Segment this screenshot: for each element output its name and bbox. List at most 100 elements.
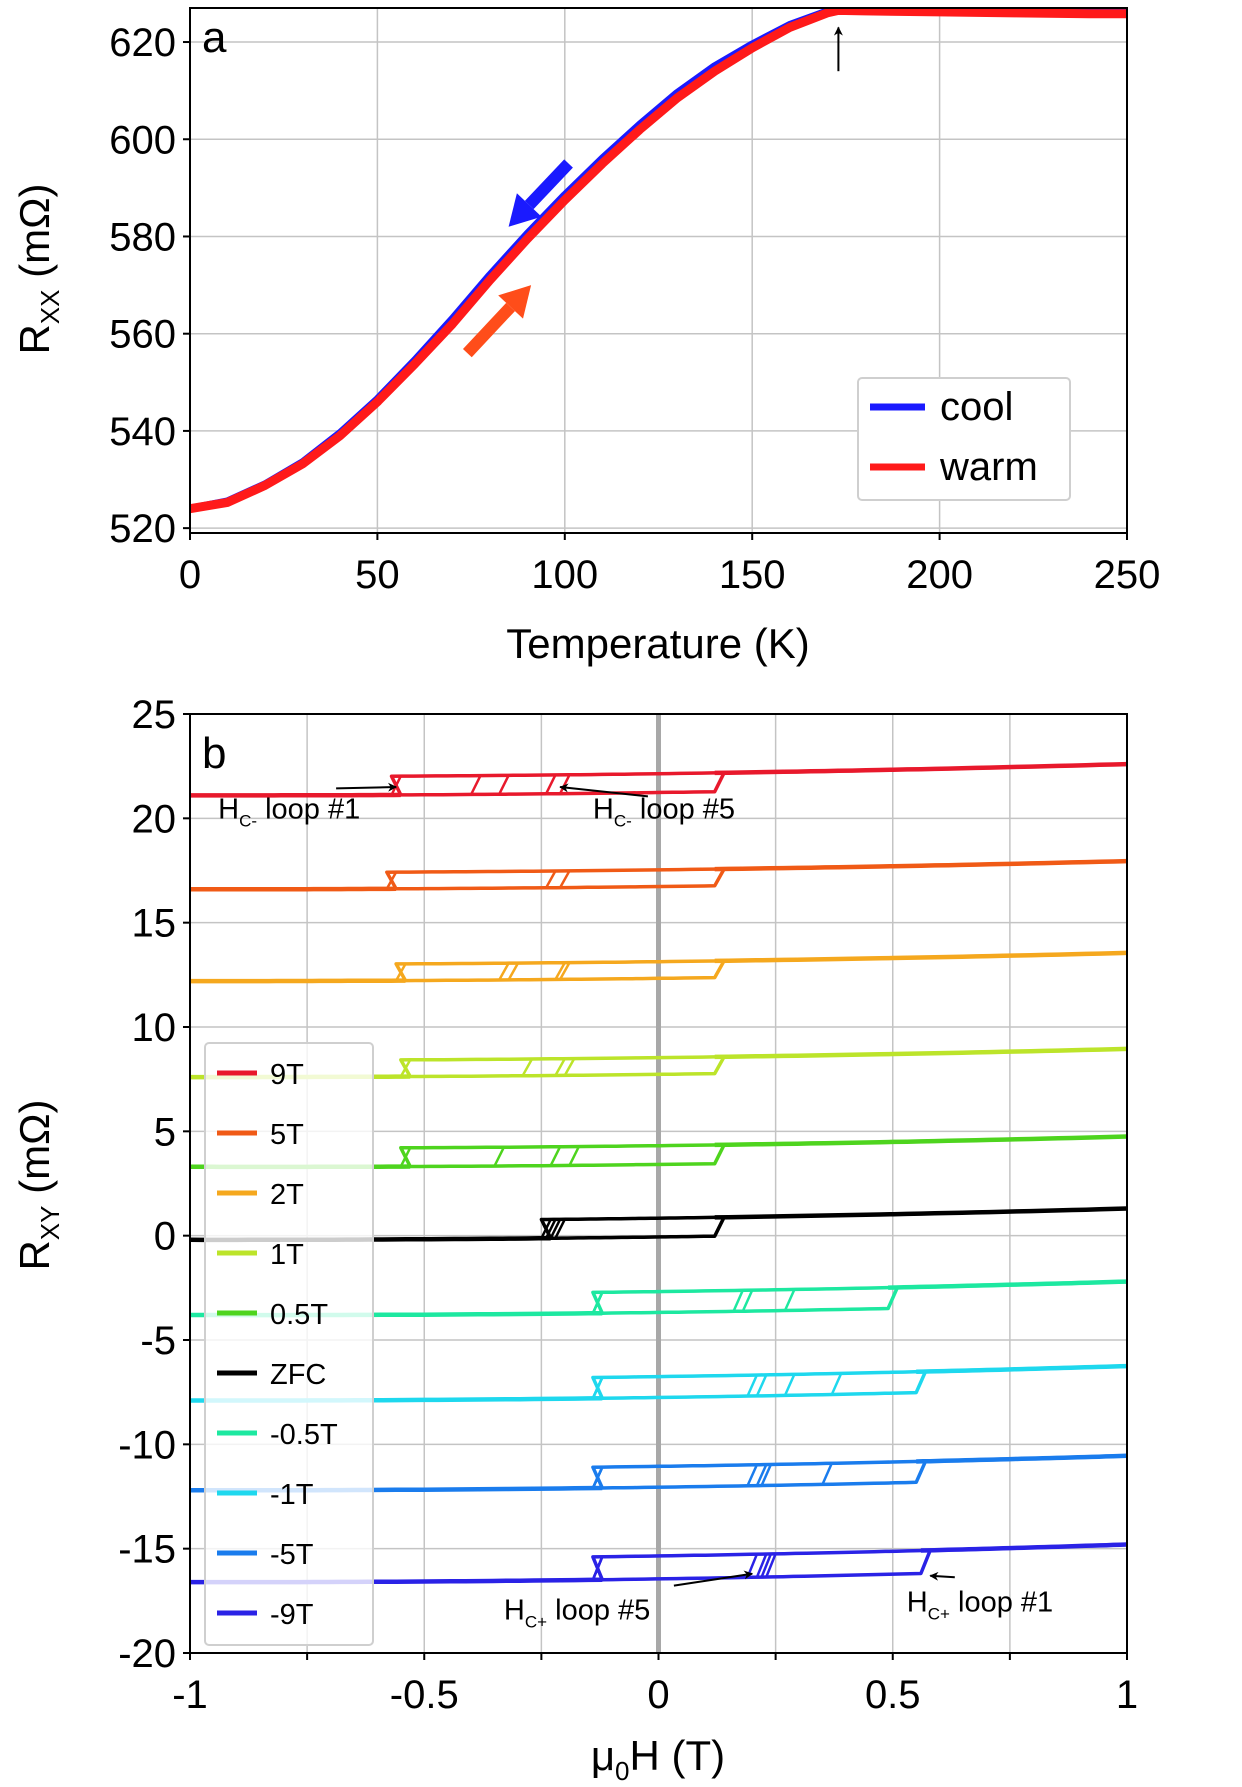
panel-b-series-2T [190, 950, 1127, 984]
panel-b-series--5T [190, 1453, 1127, 1493]
panel-b-annotation-rest: loop #1 [257, 793, 360, 825]
panel-b-legend-label--1T: -1T [270, 1479, 314, 1511]
panel-b-x-tick-label: 1 [1116, 1673, 1138, 1717]
panel-b-curve-tail [714, 950, 1127, 964]
panel-b-series--0.5T [190, 1279, 1127, 1318]
panel-b-y-axis-label: RXY (mΩ) [11, 1099, 65, 1270]
panel-b-annotation-sub: C- [614, 811, 632, 830]
panel-b-y-tick-label: 25 [132, 693, 177, 737]
panel-b-x-axis-label-rest: H (T) [630, 1732, 726, 1779]
panel-b-y-tick-label: 20 [132, 797, 177, 841]
panel-b-series-5T [190, 858, 1127, 892]
panel-a-y-tick-label: 580 [109, 215, 176, 259]
panel-b-y-tick-label: -20 [118, 1632, 176, 1676]
panel-b-legend: 9T 5T 2T 1T 0.5T ZFC -0.5T -1T -5T -9T [204, 1042, 374, 1646]
panel-b-curve-tail [916, 1363, 1127, 1375]
panel-b-annotation-rest: loop #5 [547, 1595, 650, 1627]
panel-b-y-axis-label-unit: (mΩ) [11, 1099, 58, 1205]
panel-b-x-tick-label: -0.5 [390, 1673, 459, 1717]
panel-a-x-tick-label: 150 [719, 553, 786, 597]
panel-b-label: b [202, 729, 226, 778]
panel-b-annotation-main: H [907, 1586, 928, 1618]
panel-a-arrow-shaft-1 [462, 302, 515, 358]
panel-a-arrow-head-0 [508, 193, 542, 227]
panel-a-y-tick-label: 540 [109, 410, 176, 454]
panel-a-arrow-head-1 [498, 285, 532, 319]
panel-b-annotations: HC- loop #1 HC- loop #5HC+ loop #5 HC+ loo… [218, 782, 1053, 1632]
panel-b-outer-loop [591, 1548, 932, 1582]
panel-a-x-tick-label: 250 [1094, 553, 1161, 597]
panel-a-x-tick-label: 100 [531, 553, 598, 597]
panel-a-series-warm [190, 8, 1127, 514]
panel-b-legend-label-1T: 1T [270, 1239, 304, 1271]
panel-a-legend-label-cool: cool [940, 385, 1013, 429]
panel-b-outer-loop [591, 1459, 928, 1490]
panel-b-x-axis-label-main: μ [591, 1732, 615, 1779]
panel-b-annotation-rest: loop #1 [950, 1586, 1053, 1618]
panel-b-y-tick-label: 5 [154, 1110, 176, 1154]
panel-b: HC- loop #1 HC- loop #5HC+ loop #5 HC+ loo… [11, 693, 1138, 1786]
panel-a-x-axis-label: Temperature (K) [506, 620, 809, 667]
panel-b-curve-tail [916, 1453, 1127, 1464]
panel-b-x-tick-label: -1 [172, 1673, 208, 1717]
panel-b-legend-label-ZFC: ZFC [270, 1359, 326, 1391]
panel-a-ticks: 0 50 100 150 200 250 520 540 560 580 600 620 [109, 21, 1160, 597]
panel-b-annotation-arrow-4 [929, 1571, 955, 1581]
panel-b-curve-tail [714, 1206, 1127, 1220]
panel-a-legend-label-warm: warm [939, 445, 1038, 489]
panel-b-annotation-sub: C+ [525, 1613, 547, 1632]
panel-b-x-tick-label: 0.5 [865, 1673, 921, 1717]
panel-b-outer-loop [389, 771, 726, 797]
panel-b-y-tick-label: -5 [140, 1319, 176, 1363]
panel-b-annotation-label-2: HC- loop #5 [593, 793, 735, 830]
panel-b-curve-tail [190, 886, 397, 892]
panel-b-y-axis-label-main: R [11, 1240, 58, 1270]
panel-a-y-tick-label: 620 [109, 21, 176, 65]
panel-b-legend-label-5T: 5T [270, 1119, 304, 1151]
panel-b-legend-label-0.5T: 0.5T [270, 1299, 328, 1331]
panel-b-curve-tail [714, 858, 1127, 872]
panel-b-x-axis-label: μ0H (T) [591, 1732, 725, 1786]
panel-a-label: a [202, 13, 227, 62]
panel-b-legend-label-2T: 2T [270, 1179, 304, 1211]
panel-a-y-axis-label-main: R [11, 324, 58, 354]
panel-b-outer-loop [385, 867, 726, 891]
panel-a-y-tick-label: 600 [109, 118, 176, 162]
panel-a-y-tick-label: 520 [109, 507, 176, 551]
panel-b-outer-loop [399, 1143, 726, 1169]
panel-b-ticks: -1 -0.5 0 0.5 1 25 20 15 10 5 0 -5 -10 -15 -20 [118, 693, 1138, 1717]
panel-a-annotations [462, 26, 843, 358]
panel-b-annotation-label-4: HC+ loop #1 [907, 1586, 1053, 1623]
panel-b-curve-tail [714, 761, 1127, 776]
panel-b-annotation-label-3: HC+ loop #5 [504, 1595, 650, 1632]
panel-a-x-tick-label: 200 [906, 553, 973, 597]
panel-b-x-axis-label-sub: 0 [615, 1756, 629, 1786]
panel-b-curve-tail [190, 792, 401, 798]
panel-b-annotation-main: H [593, 793, 614, 825]
panel-b-y-tick-label: 10 [132, 1006, 177, 1050]
panel-b-curve-tail [888, 1279, 1127, 1290]
panel-b-outer-loop [399, 1055, 726, 1079]
panel-a: 0 50 100 150 200 250 520 540 560 580 600 620 a Temp… [11, 7, 1160, 667]
panel-b-x-tick-label: 0 [647, 1673, 669, 1717]
panel-b-annotation-main: H [504, 1595, 525, 1627]
panel-b-annotation-label-1: HC- loop #1 [218, 793, 360, 830]
panel-a-y-axis-label-sub: XX [35, 290, 65, 325]
panel-b-curve-tail [714, 1046, 1127, 1060]
panel-a-series [190, 8, 1127, 514]
panel-b-outer-loop [591, 1369, 928, 1400]
panel-b-outer-loop [591, 1285, 900, 1315]
panel-b-curve-tail [920, 1542, 1127, 1553]
panel-b-outer-loop [394, 959, 726, 983]
panel-a-arrow-shaft-0 [524, 159, 573, 210]
panel-b-curve-tail [714, 1134, 1127, 1148]
panel-a-x-tick-label: 50 [355, 553, 400, 597]
panel-b-annotation-main: H [218, 793, 239, 825]
panel-b-curve-tail [190, 978, 406, 984]
panel-b-annotation-arrow-1 [336, 782, 398, 792]
panel-b-y-tick-label: 15 [132, 902, 177, 946]
panel-a-legend: cool warm [857, 377, 1071, 501]
panel-b-y-axis-label-sub: XY [35, 1206, 65, 1241]
panel-b-annotation-rest: loop #5 [632, 793, 735, 825]
